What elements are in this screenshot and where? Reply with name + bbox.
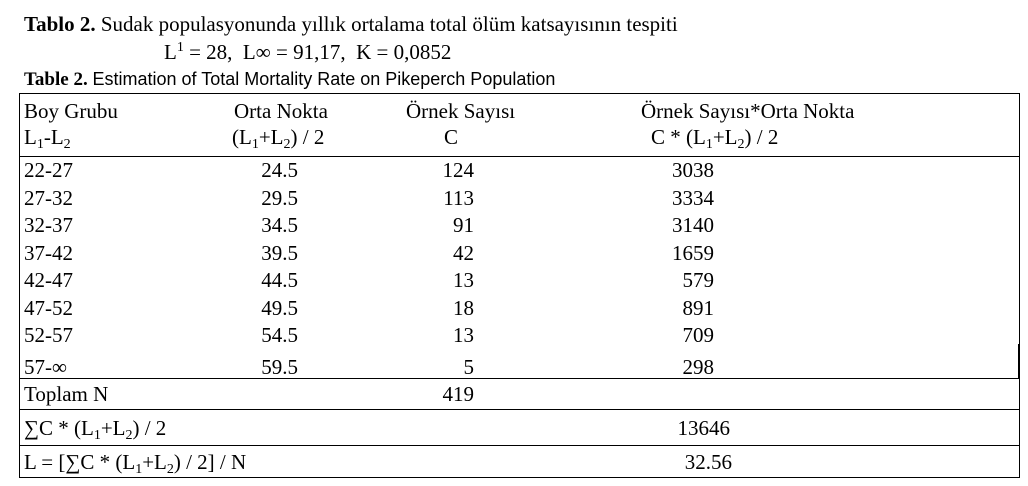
cell-count: 13 — [453, 268, 474, 292]
cell-count: 113 — [443, 185, 474, 210]
row-edge-mark — [1018, 344, 1019, 378]
total-label: Toplam N — [24, 382, 109, 406]
param-l-prefix: L — [164, 40, 177, 64]
header-group: Boy Grubu L1-L2 — [24, 98, 118, 152]
cell-group: 32-37 — [24, 213, 73, 237]
cell-group: 57-∞ — [24, 354, 67, 379]
header-product-line1: Örnek Sayısı*Orta Nokta — [641, 99, 855, 123]
cell-product: 1659 — [672, 240, 714, 265]
param-linf: L∞ = 91,17, — [242, 40, 346, 64]
cell-midpoint: 34.5 — [261, 213, 298, 237]
cell-midpoint: 59.5 — [261, 354, 298, 379]
cell-product: 891 — [682, 295, 715, 320]
cell-count: 42 — [453, 240, 474, 265]
header-midpoint: Orta Nokta (L1+L2) / 2 — [232, 98, 328, 152]
cell-product: 579 — [682, 268, 715, 292]
cell-group: 22-27 — [24, 158, 73, 182]
header-count-line2: C — [444, 125, 459, 149]
cell-midpoint: 29.5 — [261, 185, 298, 210]
param-k: K = 0,0852 — [356, 40, 452, 64]
cell-count: 18 — [453, 295, 474, 320]
cell-product: 709 — [682, 323, 715, 347]
cell-midpoint: 49.5 — [261, 295, 298, 320]
param-l-sup: 1 — [176, 40, 184, 55]
header-midpoint-line2: (L1+L2) / 2 — [232, 125, 325, 152]
cell-product: 298 — [682, 354, 715, 379]
param-l-value: = 28, — [189, 40, 233, 64]
cell-product: 3334 — [672, 185, 714, 210]
cell-count: 5 — [463, 354, 475, 379]
cell-group: 52-57 — [24, 323, 73, 347]
header-product: Örnek Sayısı*Orta Nokta C * (L1+L2) / 2 — [641, 98, 855, 152]
mean-value: 32.56 — [684, 450, 732, 474]
cell-midpoint: 39.5 — [261, 240, 298, 265]
header-group-line1: Boy Grubu — [24, 99, 118, 123]
mortality-table: Boy Grubu L1-L2 Orta Nokta (L1+L2) / 2 Ö… — [19, 93, 1020, 478]
rule-total-bottom — [20, 409, 1019, 410]
parameters-line: L1 = 28, L∞ = 91,17, K = 0,0852 — [164, 40, 451, 65]
cell-product: 3140 — [672, 213, 714, 237]
rule-sum-bottom — [20, 445, 1019, 446]
cell-group: 37-42 — [24, 240, 73, 265]
caption-english: Table 2. Estimation of Total Mortality R… — [24, 69, 555, 91]
header-group-line2: L1-L2 — [24, 125, 71, 152]
header-count-line1: Örnek Sayısı — [406, 99, 516, 123]
cell-midpoint: 24.5 — [261, 158, 298, 182]
header-midpoint-line1: Orta Nokta — [234, 99, 328, 123]
caption-english-label: Table 2. — [24, 69, 88, 90]
cell-count: 124 — [442, 158, 475, 182]
sum-value: 13646 — [677, 416, 731, 440]
mean-label: L = [∑C * (L1+L2) / 2] / N — [24, 450, 247, 477]
rule-header-bottom — [20, 156, 1019, 157]
cell-group: 42-47 — [24, 268, 73, 292]
cell-count: 91 — [453, 213, 474, 237]
cell-product: 3038 — [672, 158, 714, 182]
caption-turkish: Tablo 2. Sudak populasyonunda yıllık ort… — [24, 12, 678, 37]
header-count: Örnek Sayısı C — [406, 98, 515, 150]
cell-group: 47-52 — [24, 295, 73, 320]
rule-data-bottom — [20, 378, 1019, 379]
total-value: 419 — [442, 382, 475, 406]
cell-midpoint: 54.5 — [261, 323, 298, 347]
caption-turkish-label: Tablo 2. — [24, 12, 96, 36]
sum-label: ∑C * (L1+L2) / 2 — [24, 416, 167, 443]
caption-english-text: Estimation of Total Mortality Rate on Pi… — [92, 69, 556, 89]
header-product-line2: C * (L1+L2) / 2 — [651, 125, 779, 152]
cell-midpoint: 44.5 — [261, 268, 298, 292]
cell-group: 27-32 — [24, 185, 73, 210]
cell-count: 13 — [453, 323, 474, 347]
caption-turkish-text: Sudak populasyonunda yıllık ortalama tot… — [100, 12, 678, 36]
